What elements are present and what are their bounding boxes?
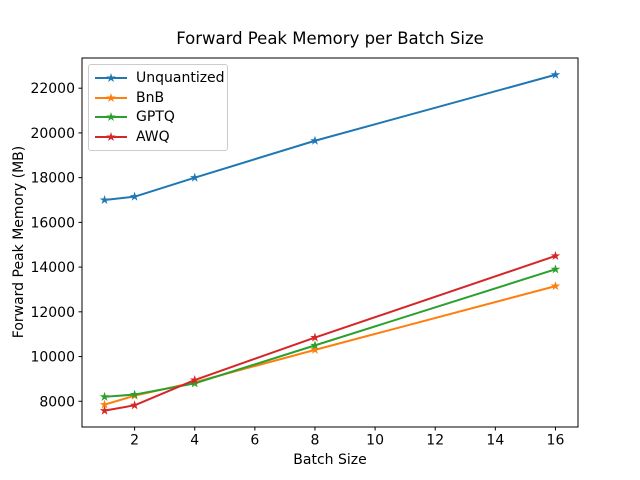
y-tick-label: 20000 [30, 126, 75, 142]
plot-frame [81, 57, 579, 428]
legend-label: Unquantized [136, 69, 225, 86]
legend-label: BnB [136, 89, 165, 106]
y-axis-label: Forward Peak Memory (MB) [11, 145, 27, 339]
y-tick-label: 22000 [30, 81, 75, 97]
x-tick-label: 8 [311, 433, 320, 449]
x-tick-label: 4 [190, 433, 199, 449]
data-point-marker-bnb [550, 281, 561, 291]
data-point-marker-awq [189, 375, 200, 385]
data-point-marker-gptq [310, 340, 320, 350]
legend-item-gptq: GPTQ [95, 108, 221, 128]
data-point-marker-unquantized [310, 135, 320, 145]
legend-line-sample-icon [95, 132, 127, 142]
data-point-marker-bnb [99, 399, 110, 409]
data-point-marker-bnb [310, 344, 320, 354]
x-tick-label: 10 [366, 433, 384, 449]
data-point-marker-unquantized [129, 191, 140, 201]
legend: Unquantized BnB GPTQ AWQ [88, 64, 228, 151]
data-point-marker-awq [129, 400, 140, 410]
legend-item-bnb: BnB [95, 88, 221, 108]
y-tick-label: 18000 [30, 171, 75, 187]
y-tick-label: 8000 [39, 394, 75, 410]
legend-label: GPTQ [136, 109, 175, 126]
data-point-marker-gptq [550, 264, 561, 274]
x-tick-label: 12 [426, 433, 444, 449]
legend-line-sample-icon [95, 112, 127, 122]
y-tick-label: 12000 [30, 305, 75, 321]
chart-title: Forward Peak Memory per Batch Size [176, 29, 484, 48]
x-tick-label: 14 [486, 433, 504, 449]
data-point-marker-awq [550, 250, 561, 260]
data-point-marker-gptq [129, 389, 140, 399]
data-point-marker-gptq [99, 391, 110, 401]
data-point-marker-unquantized [189, 172, 200, 182]
data-point-marker-awq [99, 405, 110, 415]
legend-line-sample-icon [95, 72, 127, 82]
data-point-marker-unquantized [99, 195, 110, 205]
y-tick-label: 14000 [30, 260, 75, 276]
data-point-marker-unquantized [550, 69, 561, 79]
data-point-marker-gptq [189, 378, 200, 388]
legend-line-sample-icon [95, 92, 127, 102]
legend-label: AWQ [136, 129, 170, 146]
data-point-marker-awq [310, 332, 320, 342]
x-axis-label: Batch Size [293, 452, 367, 468]
x-tick-label: 2 [130, 433, 139, 449]
legend-item-awq: AWQ [95, 127, 221, 147]
x-tick-label: 16 [547, 433, 565, 449]
y-tick-label: 10000 [30, 350, 75, 366]
legend-item-unquantized: Unquantized [95, 68, 225, 88]
x-tick-label: 6 [250, 433, 259, 449]
y-tick-label: 16000 [30, 215, 75, 231]
